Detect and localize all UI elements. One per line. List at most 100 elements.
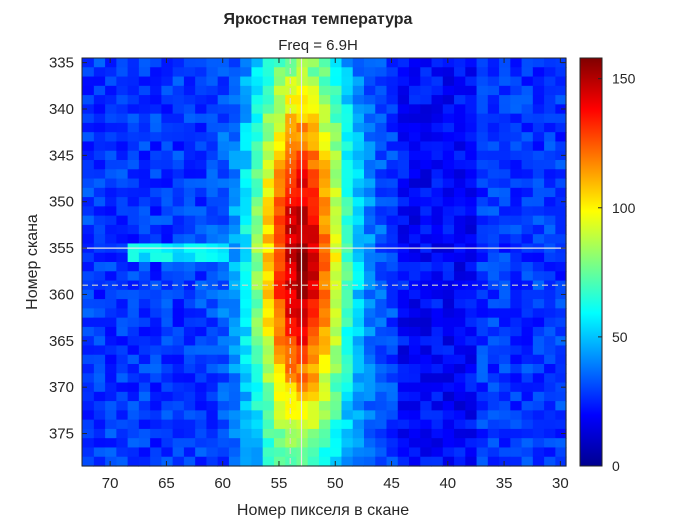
heatmap-cell	[127, 178, 139, 189]
heatmap-cell	[442, 160, 455, 170]
heatmap-cell	[217, 354, 229, 365]
heatmap-cell	[408, 438, 421, 449]
heatmap-cell	[543, 456, 556, 467]
heatmap-cell	[385, 299, 398, 309]
heatmap-cell	[340, 187, 353, 198]
heatmap-cell	[93, 401, 106, 411]
heatmap-cell	[329, 178, 342, 189]
heatmap-cell	[138, 262, 151, 272]
heatmap-cell	[419, 95, 432, 105]
heatmap-cell	[385, 169, 398, 180]
heatmap-cell	[307, 252, 319, 263]
heatmap-cell	[442, 438, 455, 449]
heatmap-cell	[363, 428, 376, 439]
heatmap-cell	[93, 95, 106, 105]
heatmap-cell	[149, 215, 162, 226]
heatmap-cell	[453, 141, 466, 152]
heatmap-cell	[228, 252, 241, 263]
heatmap-cell	[430, 160, 443, 170]
heatmap-cell	[93, 364, 106, 374]
heatmap-cell	[329, 317, 342, 328]
heatmap-cell	[149, 401, 162, 411]
y-tick-label: 355	[49, 240, 74, 257]
heatmap-cell	[498, 150, 511, 161]
heatmap-cell	[487, 113, 500, 124]
y-axis-label: Номер скана	[24, 214, 41, 310]
heatmap-cell	[543, 391, 556, 402]
heatmap-cell	[239, 141, 252, 152]
heatmap-cell	[532, 215, 545, 226]
heatmap-cell	[363, 354, 376, 365]
heatmap-cell	[374, 336, 387, 347]
heatmap-cell	[262, 317, 274, 328]
heatmap-cell	[554, 132, 567, 143]
heatmap-cell	[363, 345, 376, 356]
heatmap-cell	[363, 299, 376, 309]
heatmap-cell	[115, 262, 128, 272]
heatmap-cell	[172, 187, 184, 198]
heatmap-cell	[475, 410, 488, 421]
heatmap-cell	[149, 373, 162, 384]
heatmap-cell	[217, 197, 229, 207]
heatmap-cell	[194, 113, 207, 124]
heatmap-cell	[374, 289, 387, 300]
heatmap-cell	[509, 178, 522, 189]
heatmap-cell	[149, 299, 162, 309]
heatmap-cell	[554, 169, 567, 180]
heatmap-cell	[453, 401, 466, 411]
heatmap-cell	[115, 224, 128, 235]
heatmap-cell	[453, 410, 466, 421]
heatmap-cell	[115, 169, 128, 180]
heatmap-cell	[340, 428, 353, 439]
heatmap-cell	[273, 122, 286, 133]
heatmap-cell	[138, 206, 151, 217]
heatmap-cell	[397, 252, 410, 263]
heatmap-cell	[340, 197, 353, 207]
heatmap-cell	[160, 410, 173, 421]
heatmap-cell	[250, 215, 263, 226]
heatmap-cell	[183, 224, 196, 235]
heatmap-cell	[318, 438, 331, 449]
heatmap-cell	[262, 224, 274, 235]
y-tick-label: 365	[49, 333, 74, 350]
heatmap-cell	[115, 373, 128, 384]
heatmap-cell	[464, 345, 477, 356]
heatmap-cell	[82, 150, 94, 161]
heatmap-cell	[442, 308, 455, 319]
heatmap-cell	[172, 336, 184, 347]
heatmap-cell	[160, 271, 173, 282]
heatmap-cell	[82, 206, 94, 217]
heatmap-cell	[352, 428, 364, 439]
heatmap-cell	[340, 391, 353, 402]
heatmap-cell	[498, 373, 511, 384]
heatmap-cell	[487, 336, 500, 347]
heatmap-cell	[498, 141, 511, 152]
heatmap-cell	[104, 76, 117, 87]
heatmap-cell	[149, 206, 162, 217]
heatmap-cell	[329, 373, 342, 384]
heatmap-cell	[374, 373, 387, 384]
heatmap-cell	[352, 85, 364, 96]
heatmap-cell	[408, 373, 421, 384]
heatmap-cell	[194, 336, 207, 347]
heatmap-cell	[239, 382, 252, 393]
heatmap-cell	[250, 58, 263, 68]
heatmap-cell	[509, 364, 522, 374]
heatmap-cell	[93, 160, 106, 170]
heatmap-cell	[273, 234, 286, 245]
heatmap-cell	[408, 197, 421, 207]
heatmap-cell	[307, 364, 319, 374]
heatmap-cell	[554, 252, 567, 263]
heatmap-cell	[430, 187, 443, 198]
y-tick-label: 335	[49, 55, 74, 72]
heatmap-cell	[385, 289, 398, 300]
heatmap-cell	[228, 410, 241, 421]
heatmap-cell	[397, 150, 410, 161]
heatmap-cell	[217, 113, 229, 124]
heatmap-cell	[82, 187, 94, 198]
heatmap-cell	[183, 391, 196, 402]
heatmap-cell	[228, 76, 241, 87]
heatmap-cell	[520, 169, 533, 180]
heatmap-cell	[464, 113, 477, 124]
heatmap-cell	[284, 262, 297, 272]
